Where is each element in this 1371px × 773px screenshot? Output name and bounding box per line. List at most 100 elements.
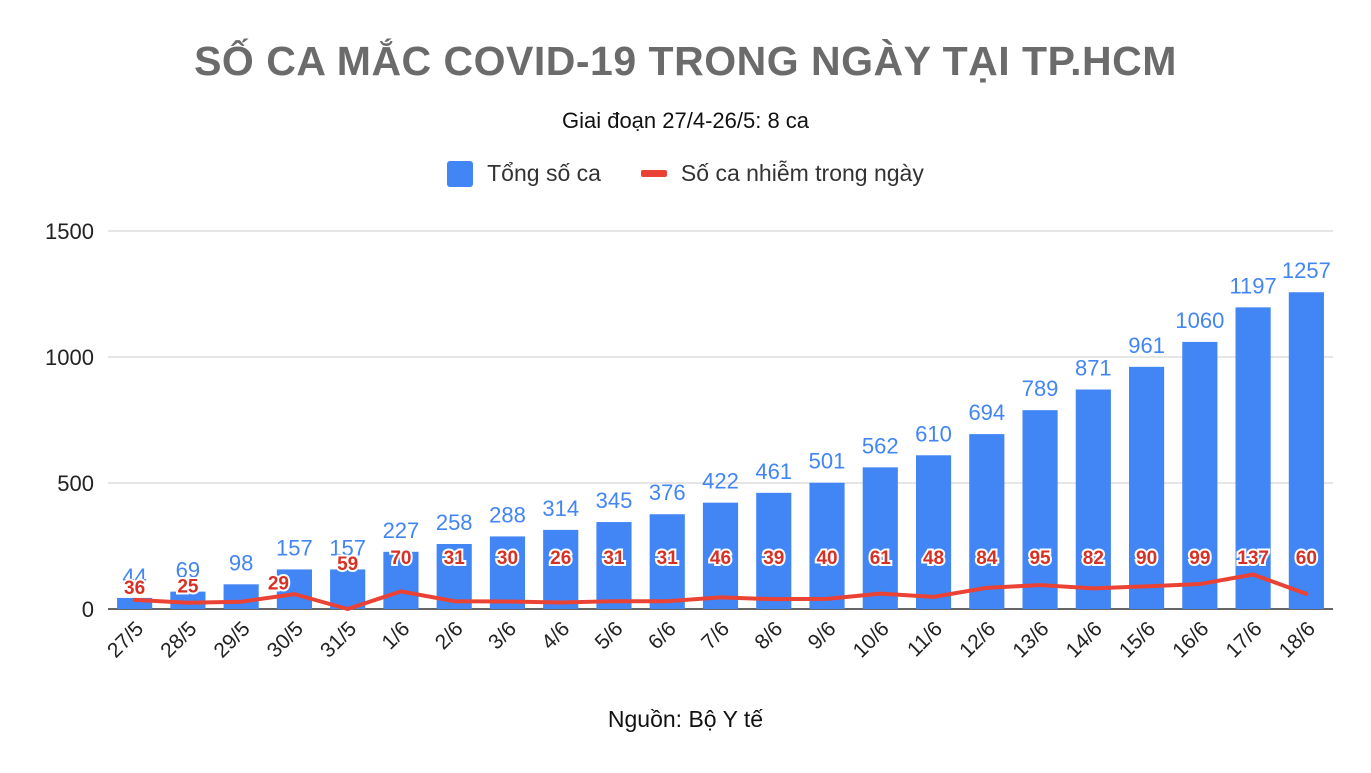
- bar: [862, 467, 898, 609]
- bar-value-label: 694: [968, 400, 1005, 425]
- bar-value-label: 258: [436, 510, 473, 535]
- line-value-label: 70: [390, 548, 411, 569]
- bar-value-label: 157: [276, 535, 313, 560]
- line-value-label: 39: [763, 548, 784, 569]
- bar: [702, 502, 739, 609]
- x-tick-label: 15/6: [1115, 617, 1160, 662]
- bar: [1075, 389, 1111, 609]
- bar: [330, 569, 366, 609]
- bar-value-label: 98: [229, 550, 253, 575]
- legend-label-daily: Số ca nhiễm trong ngày: [680, 160, 924, 186]
- bar: [1182, 341, 1218, 609]
- y-tick-label: 0: [82, 597, 94, 622]
- bar-value-label: 157: [329, 535, 366, 560]
- line-value-label: 46: [710, 548, 731, 569]
- line-value-label: 25: [177, 577, 199, 598]
- bar: [276, 569, 312, 609]
- legend-item-daily[interactable]: Số ca nhiễm trong ngày: [640, 160, 924, 187]
- line-value-label: 48: [923, 548, 944, 569]
- x-tick-label: 4/6: [537, 617, 574, 654]
- bar: [117, 597, 153, 609]
- bar: [649, 514, 685, 609]
- daily-line: [132, 572, 1309, 611]
- x-tick-label: 11/6: [903, 617, 947, 661]
- bar: [383, 551, 419, 609]
- bar: [170, 591, 206, 609]
- y-tick-label: 500: [57, 471, 94, 496]
- x-tick-label: 3/6: [484, 617, 521, 654]
- bar-value-label: 314: [542, 496, 579, 521]
- x-tick-label: 8/6: [750, 617, 787, 654]
- x-tick-label: 13/6: [1008, 617, 1053, 662]
- bar: [596, 522, 632, 609]
- bar: [756, 492, 792, 609]
- y-tick-label: 1500: [45, 219, 94, 244]
- line-value-label: 84: [976, 548, 998, 569]
- line-value-label: 137: [1237, 548, 1269, 569]
- line-value-label: 36: [124, 578, 145, 599]
- legend: Tổng số ca Số ca nhiễm trong ngày: [0, 160, 1371, 187]
- bar-value-label: 501: [809, 449, 846, 474]
- x-tick-label: 12/6: [955, 617, 1000, 662]
- bar-value-label: 1257: [1282, 258, 1331, 283]
- bar-value-label: 461: [755, 459, 792, 484]
- line-value-label: 31: [444, 548, 466, 569]
- chart-title: SỐ CA MẮC COVID-19 TRONG NGÀY TẠI TP.HCM: [194, 38, 1177, 84]
- bar-value-label: 422: [702, 469, 739, 494]
- bar-value-label: 227: [383, 518, 420, 543]
- bar-value-label: 69: [176, 558, 200, 583]
- line-value-label: 60: [1296, 548, 1317, 569]
- bar-value-label: 288: [489, 502, 526, 527]
- x-tick-label: 18/6: [1275, 617, 1320, 662]
- x-tick-label: 2/6: [431, 617, 468, 654]
- bar-value-label: 961: [1128, 333, 1165, 358]
- bar-value-label: 44: [122, 564, 146, 589]
- bar-value-label: 610: [915, 421, 952, 446]
- line-value-label: 31: [603, 548, 625, 569]
- y-tick-label: 1000: [45, 345, 94, 370]
- line-value-label: 90: [1136, 548, 1157, 569]
- x-tick-label: 7/6: [697, 617, 734, 654]
- x-tick-label: 9/6: [804, 617, 841, 654]
- bar-value-label: 376: [649, 480, 686, 505]
- legend-line-swatch: [640, 170, 667, 177]
- x-tick-label: 6/6: [644, 617, 681, 654]
- bar-value-label: 1060: [1175, 308, 1224, 333]
- x-tick-label: 30/5: [263, 617, 308, 662]
- x-tick-label: 14/6: [1062, 617, 1107, 662]
- line-value-label: 29: [268, 574, 289, 595]
- bar-value-label: 871: [1075, 356, 1112, 381]
- x-tick-label: 10/6: [849, 617, 894, 662]
- line-value-label: 95: [1029, 548, 1051, 569]
- legend-label-total: Tổng số ca: [487, 160, 601, 186]
- bar-value-label: 1197: [1229, 273, 1276, 298]
- x-tick-label: 31/5: [316, 617, 361, 662]
- x-tick-label: 17/6: [1221, 617, 1266, 662]
- bar: [1288, 292, 1324, 609]
- bar: [1022, 410, 1058, 609]
- bar-value-label: 789: [1022, 376, 1059, 401]
- chart-subtitle: Giai đoạn 27/4-26/5: 8 ca: [561, 108, 810, 133]
- line-value-label: 61: [870, 548, 892, 569]
- line-value-label: 30: [497, 548, 518, 569]
- bar: [489, 536, 526, 609]
- x-tick-label: 1/6: [378, 617, 415, 654]
- bar: [915, 455, 952, 609]
- x-tick-label: 28/5: [156, 617, 201, 662]
- bar: [809, 482, 845, 609]
- x-tick-label: 29/5: [210, 617, 255, 662]
- line-value-label: 31: [657, 548, 679, 569]
- bar: [223, 584, 259, 609]
- bar: [1129, 366, 1165, 609]
- line-value-label: 59: [337, 554, 358, 575]
- x-tick-label: 27/5: [103, 617, 148, 662]
- x-tick-label: 16/6: [1168, 617, 1213, 662]
- bar-value-label: 562: [862, 433, 899, 458]
- bar: [543, 529, 579, 609]
- source-note: Nguồn: Bộ Y tế: [607, 706, 764, 732]
- legend-item-total[interactable]: Tổng số ca: [447, 160, 601, 187]
- bar-value-label: 345: [596, 488, 633, 513]
- line-value-label: 40: [816, 548, 837, 569]
- bar: [1235, 307, 1271, 609]
